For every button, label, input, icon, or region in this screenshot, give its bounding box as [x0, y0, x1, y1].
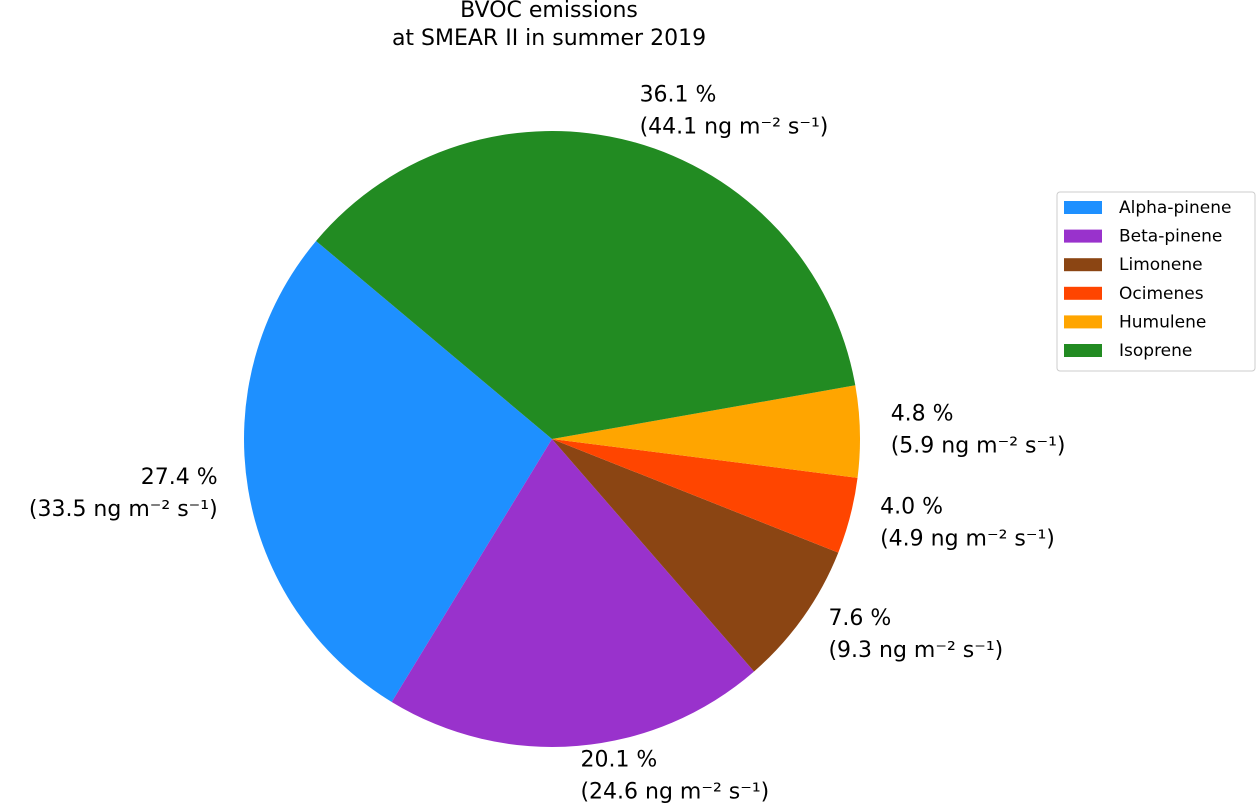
legend-swatch: [1064, 344, 1102, 357]
pie-wedge: [552, 439, 839, 672]
legend-swatch: [1064, 286, 1102, 300]
pie-wedge: [552, 385, 860, 478]
legend-label: Ocimenes: [1119, 284, 1204, 304]
value-label: 7.6 %: [828, 606, 891, 631]
pie-wedge: [243, 241, 552, 703]
emission-label: (9.3 ng m⁻² s⁻¹): [828, 638, 1003, 663]
legend-label: Humulene: [1119, 312, 1206, 332]
emission-label: (44.1 ng m⁻² s⁻¹): [640, 115, 829, 140]
emission-label: (24.6 ng m⁻² s⁻¹): [580, 780, 769, 804]
value-label: 4.0 %: [880, 494, 943, 519]
legend-label: Limonene: [1119, 255, 1203, 275]
legend-label: Alpha-pinene: [1119, 198, 1231, 218]
value-label: 20.1 %: [580, 748, 657, 773]
value-label: 27.4 %: [141, 465, 218, 490]
value-label: 36.1 %: [640, 83, 717, 108]
emission-label: (33.5 ng m⁻² s⁻¹): [29, 497, 218, 522]
legend-box: [1056, 191, 1256, 372]
legend-label: Beta-pinene: [1119, 227, 1222, 247]
emission-label: (5.9 ng m⁻² s⁻¹): [891, 434, 1066, 459]
pie-wedge: [316, 130, 856, 439]
legend-swatch: [1064, 201, 1102, 214]
legend-label: Isoprene: [1119, 341, 1192, 361]
emission-label: (4.9 ng m⁻² s⁻¹): [880, 526, 1055, 551]
value-label: 4.8 %: [891, 402, 954, 427]
pie-wedge: [391, 439, 755, 747]
legend-swatch: [1064, 315, 1102, 329]
pie-wedge: [552, 439, 858, 553]
chart-title: BVOC emissions at SMEAR II in summer 201…: [391, 0, 707, 51]
legend-swatch: [1064, 229, 1102, 243]
legend-swatch: [1064, 258, 1102, 272]
